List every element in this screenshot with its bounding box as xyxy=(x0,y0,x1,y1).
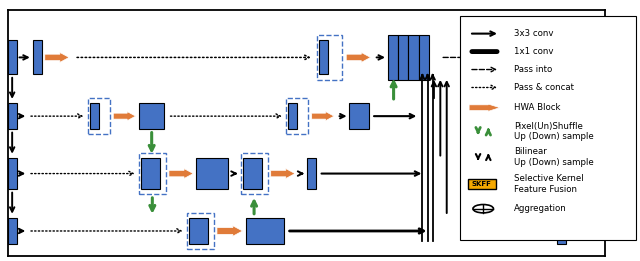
Bar xyxy=(307,158,316,189)
Bar xyxy=(139,103,164,129)
FancyArrow shape xyxy=(271,169,295,179)
Bar xyxy=(8,103,17,129)
FancyArrow shape xyxy=(312,112,334,121)
Bar xyxy=(90,103,99,129)
Text: 3x3 conv: 3x3 conv xyxy=(514,29,554,38)
Text: Pass into: Pass into xyxy=(514,65,552,74)
Bar xyxy=(388,35,398,80)
Bar xyxy=(139,153,166,194)
Text: Aggregation: Aggregation xyxy=(514,204,566,213)
Bar xyxy=(557,218,566,244)
FancyArrow shape xyxy=(469,104,500,111)
FancyArrow shape xyxy=(217,226,243,236)
Bar xyxy=(141,158,160,189)
Bar xyxy=(88,98,110,134)
Bar xyxy=(241,153,268,194)
FancyArrow shape xyxy=(346,52,371,62)
Bar xyxy=(349,103,369,129)
Text: Bilinear
Up (Down) sample: Bilinear Up (Down) sample xyxy=(514,147,594,167)
Text: HWA Block: HWA Block xyxy=(514,103,561,112)
Circle shape xyxy=(473,205,493,213)
Bar xyxy=(8,158,17,189)
Bar xyxy=(596,40,605,74)
Text: Pixel(Un)Shuffle
Up (Down) sample: Pixel(Un)Shuffle Up (Down) sample xyxy=(514,122,594,141)
Bar xyxy=(319,40,328,74)
FancyArrow shape xyxy=(113,112,136,121)
Bar xyxy=(189,218,208,244)
Bar xyxy=(398,35,408,80)
Bar xyxy=(288,103,297,129)
Bar xyxy=(8,40,17,74)
Text: SKFF: SKFF xyxy=(507,51,540,64)
Bar xyxy=(8,218,17,244)
Bar xyxy=(243,158,262,189)
Bar xyxy=(33,40,42,74)
Text: Pass & concat: Pass & concat xyxy=(514,83,574,92)
FancyArrow shape xyxy=(169,169,193,179)
Text: Selective Kernel
Feature Fusion: Selective Kernel Feature Fusion xyxy=(514,174,584,194)
Bar xyxy=(246,218,284,244)
Text: SKFF: SKFF xyxy=(472,181,492,187)
Bar xyxy=(286,98,308,134)
Bar xyxy=(187,213,214,249)
Circle shape xyxy=(558,53,581,62)
FancyArrow shape xyxy=(45,52,69,62)
Text: 1x1 conv: 1x1 conv xyxy=(514,47,554,56)
Bar xyxy=(460,16,636,240)
Bar xyxy=(196,158,228,189)
Bar xyxy=(408,35,419,80)
Bar xyxy=(419,35,429,80)
Bar xyxy=(317,35,342,80)
FancyBboxPatch shape xyxy=(468,179,496,189)
FancyBboxPatch shape xyxy=(499,49,548,66)
